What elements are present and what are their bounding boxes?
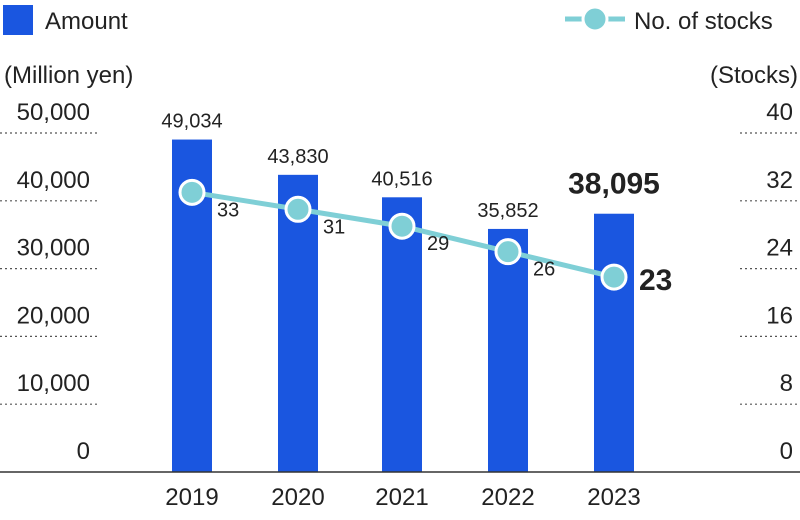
bar-value-label: 49,034 — [161, 111, 222, 133]
y-right-tick-label: 32 — [766, 167, 793, 194]
stocks-point-2022 — [494, 238, 522, 266]
y-right-tick-label: 16 — [766, 302, 793, 329]
stocks-value-label: 26 — [533, 259, 555, 281]
stocks-value-label: 33 — [217, 199, 239, 221]
y-left-tick-label: 40,000 — [17, 167, 90, 194]
line-series-stocks — [178, 178, 628, 291]
legend-label-amount: Amount — [45, 8, 128, 35]
legend-marker-stocks — [581, 5, 609, 33]
stocks-value-label: 23 — [639, 264, 672, 297]
x-tick-label: 2020 — [271, 484, 324, 511]
x-tick-label: 2019 — [165, 484, 218, 511]
y-left-tick-label: 30,000 — [17, 235, 90, 262]
y-right-tick-label: 8 — [780, 370, 793, 397]
gridlines — [0, 132, 800, 405]
legend-swatch-amount — [3, 5, 33, 35]
bar-value-label: 35,852 — [477, 200, 538, 222]
y-right-tick-label: 24 — [766, 235, 793, 262]
stocks-point-2020 — [284, 195, 312, 223]
stocks-point-2019 — [178, 178, 206, 206]
x-tick-label: 2022 — [481, 484, 534, 511]
bar-2021 — [382, 197, 422, 472]
axes: 0 10,000 20,000 30,000 40,000 50,000 0 8 16 24 32 4… — [0, 62, 800, 511]
bar-value-label: 43,830 — [267, 146, 328, 168]
x-tick-label: 2021 — [375, 484, 428, 511]
y-left-tick-label: 10,000 — [17, 370, 90, 397]
bar-2022 — [488, 228, 528, 472]
bar-2023 — [594, 213, 634, 473]
y-right-axis-title: (Stocks) — [710, 62, 798, 89]
stocks-value-label: 29 — [427, 233, 449, 255]
bar-value-label: 38,095 — [568, 168, 660, 201]
bar-2020 — [278, 174, 318, 473]
legend-label-stocks: No. of stocks — [634, 8, 773, 35]
y-right-tick-label: 0 — [780, 438, 793, 465]
y-left-tick-label: 50,000 — [17, 99, 90, 126]
y-right-tick-label: 40 — [766, 99, 793, 126]
data-labels: 49,034 43,830 40,516 35,852 38,095 33 31 29 26 23 — [161, 111, 672, 298]
bar-value-label: 40,516 — [371, 168, 432, 190]
stocks-point-2023 — [600, 263, 628, 291]
y-left-tick-label: 20,000 — [17, 302, 90, 329]
stocks-value-label: 31 — [323, 216, 345, 238]
bar-series-amount — [172, 139, 634, 473]
y-left-tick-label: 0 — [77, 438, 90, 465]
stocks-point-2021 — [388, 212, 416, 240]
legend: Amount No. of stocks — [3, 5, 773, 35]
y-left-axis-title: (Million yen) — [4, 62, 133, 89]
x-tick-label: 2023 — [587, 484, 640, 511]
